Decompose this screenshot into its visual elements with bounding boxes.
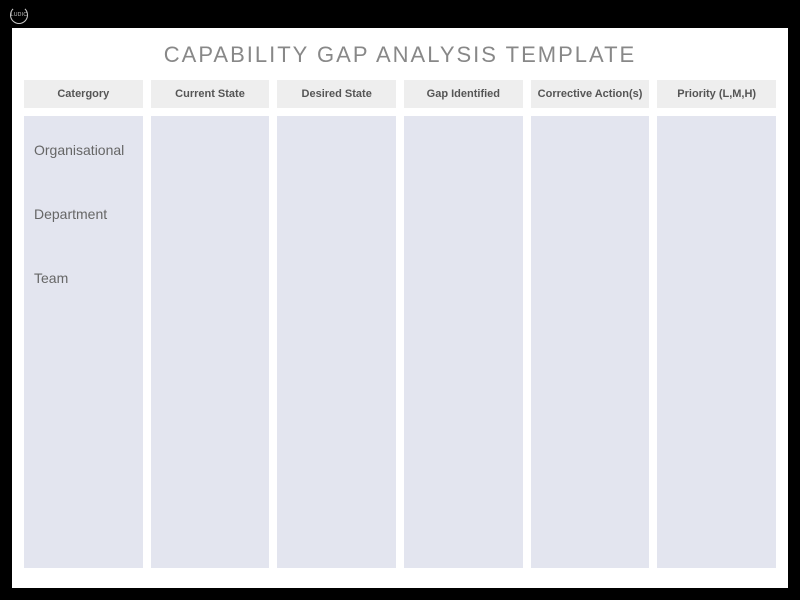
logo-text: LUDIC <box>11 12 28 18</box>
column-header: Priority (L,M,H) <box>657 80 776 108</box>
category-row: Team <box>34 270 133 286</box>
column-body <box>657 116 776 568</box>
column-gap-identified: Gap Identified <box>404 80 523 568</box>
column-body <box>531 116 650 568</box>
category-row: Department <box>34 206 133 222</box>
logo-icon: LUDIC <box>10 6 28 24</box>
column-header: Current State <box>151 80 270 108</box>
category-row: Organisational <box>34 142 133 158</box>
page-title: CAPABILITY GAP ANALYSIS TEMPLATE <box>24 42 776 68</box>
column-header: Catergory <box>24 80 143 108</box>
gap-analysis-table: Catergory Organisational Department Team… <box>24 80 776 568</box>
column-header: Corrective Action(s) <box>531 80 650 108</box>
column-header: Gap Identified <box>404 80 523 108</box>
column-category: Catergory Organisational Department Team <box>24 80 143 568</box>
column-body: Organisational Department Team <box>24 116 143 568</box>
column-body <box>151 116 270 568</box>
column-desired-state: Desired State <box>277 80 396 568</box>
column-current-state: Current State <box>151 80 270 568</box>
column-header: Desired State <box>277 80 396 108</box>
column-body <box>277 116 396 568</box>
template-page: CAPABILITY GAP ANALYSIS TEMPLATE Catergo… <box>12 28 788 588</box>
column-corrective-actions: Corrective Action(s) <box>531 80 650 568</box>
column-priority: Priority (L,M,H) <box>657 80 776 568</box>
column-body <box>404 116 523 568</box>
